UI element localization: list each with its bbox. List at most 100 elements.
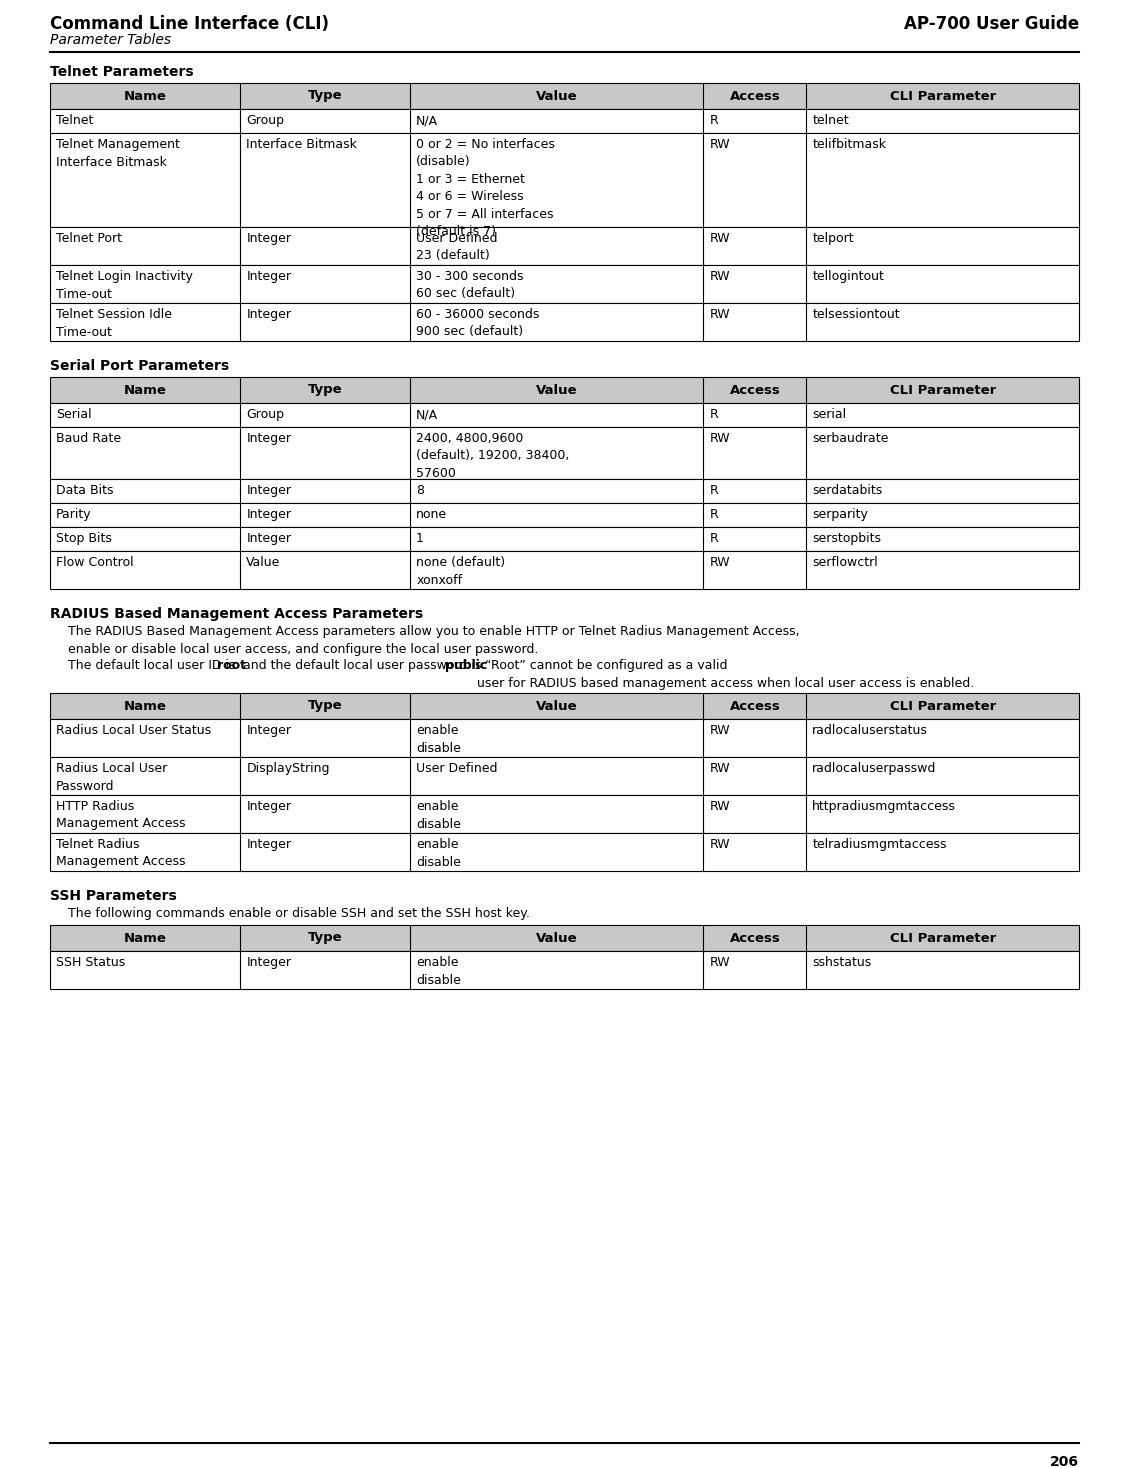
Text: Access: Access: [729, 90, 780, 103]
Text: HTTP Radius
Management Access: HTTP Radius Management Access: [56, 800, 185, 831]
Text: Access: Access: [729, 932, 780, 944]
Text: 1: 1: [417, 531, 425, 545]
Text: radlocaluserstatus: radlocaluserstatus: [812, 724, 928, 737]
Text: The default local user ID is: The default local user ID is: [68, 659, 239, 672]
Text: Integer: Integer: [246, 232, 291, 245]
Text: Telnet Session Idle
Time-out: Telnet Session Idle Time-out: [56, 308, 172, 339]
Text: Value: Value: [536, 699, 578, 712]
Text: RADIUS Based Management Access Parameters: RADIUS Based Management Access Parameter…: [50, 606, 423, 621]
Text: Name: Name: [124, 383, 167, 396]
Text: serbaudrate: serbaudrate: [812, 432, 889, 445]
Bar: [50, 302, 1079, 341]
Text: Telnet: Telnet: [56, 115, 94, 128]
Text: R: R: [709, 508, 718, 521]
Text: Type: Type: [308, 699, 342, 712]
Text: 8: 8: [417, 484, 425, 498]
Text: tellogintout: tellogintout: [812, 270, 884, 283]
Text: Value: Value: [536, 383, 578, 396]
Text: Group: Group: [246, 408, 285, 421]
Text: telsessiontout: telsessiontout: [812, 308, 900, 321]
Text: RW: RW: [709, 432, 730, 445]
Text: Serial: Serial: [56, 408, 91, 421]
Text: serstopbits: serstopbits: [812, 531, 882, 545]
Text: CLI Parameter: CLI Parameter: [890, 932, 996, 944]
Bar: [50, 84, 1079, 109]
Text: Interface Bitmask: Interface Bitmask: [246, 138, 357, 151]
Text: R: R: [709, 531, 718, 545]
Text: telport: telport: [812, 232, 854, 245]
Text: RW: RW: [709, 800, 730, 813]
Text: The RADIUS Based Management Access parameters allow you to enable HTTP or Telnet: The RADIUS Based Management Access param…: [68, 625, 799, 656]
Bar: [50, 693, 1079, 719]
Text: telradiusmgmtaccess: telradiusmgmtaccess: [812, 838, 947, 851]
Text: Integer: Integer: [246, 308, 291, 321]
Text: Integer: Integer: [246, 724, 291, 737]
Text: sshstatus: sshstatus: [812, 956, 872, 969]
Text: Integer: Integer: [246, 956, 291, 969]
Text: Telnet Parameters: Telnet Parameters: [50, 65, 194, 79]
Text: serial: serial: [812, 408, 847, 421]
Text: Integer: Integer: [246, 432, 291, 445]
Text: Type: Type: [308, 383, 342, 396]
Text: Data Bits: Data Bits: [56, 484, 114, 498]
Text: Group: Group: [246, 115, 285, 128]
Text: enable
disable: enable disable: [417, 956, 461, 986]
Bar: [50, 757, 1079, 796]
Text: 60 - 36000 seconds
900 sec (default): 60 - 36000 seconds 900 sec (default): [417, 308, 540, 339]
Text: CLI Parameter: CLI Parameter: [890, 90, 996, 103]
Text: telifbitmask: telifbitmask: [812, 138, 886, 151]
Text: 206: 206: [1050, 1455, 1079, 1468]
Text: Telnet Port: Telnet Port: [56, 232, 122, 245]
Bar: [50, 925, 1079, 951]
Text: Integer: Integer: [246, 270, 291, 283]
Text: RW: RW: [709, 724, 730, 737]
Text: none (default)
xonxoff: none (default) xonxoff: [417, 556, 506, 587]
Text: Parameter Tables: Parameter Tables: [50, 32, 172, 47]
Text: 0 or 2 = No interfaces
(disable)
1 or 3 = Ethernet
4 or 6 = Wireless
5 or 7 = Al: 0 or 2 = No interfaces (disable) 1 or 3 …: [417, 138, 555, 238]
Text: Integer: Integer: [246, 531, 291, 545]
Text: R: R: [709, 408, 718, 421]
Text: Stop Bits: Stop Bits: [56, 531, 112, 545]
Text: httpradiusmgmtaccess: httpradiusmgmtaccess: [812, 800, 956, 813]
Text: N/A: N/A: [417, 408, 438, 421]
Text: CLI Parameter: CLI Parameter: [890, 383, 996, 396]
Text: Integer: Integer: [246, 484, 291, 498]
Text: Integer: Integer: [246, 800, 291, 813]
Text: enable
disable: enable disable: [417, 838, 461, 869]
Text: Value: Value: [536, 90, 578, 103]
Bar: [50, 951, 1079, 989]
Text: RW: RW: [709, 956, 730, 969]
Text: RW: RW: [709, 138, 730, 151]
Bar: [50, 134, 1079, 228]
Bar: [50, 404, 1079, 427]
Text: Flow Control: Flow Control: [56, 556, 133, 570]
Bar: [50, 832, 1079, 871]
Bar: [50, 427, 1079, 479]
Text: Name: Name: [124, 699, 167, 712]
Text: none: none: [417, 508, 447, 521]
Text: 30 - 300 seconds
60 sec (default): 30 - 300 seconds 60 sec (default): [417, 270, 524, 301]
Text: radlocaluserpasswd: radlocaluserpasswd: [812, 762, 937, 775]
Text: Command Line Interface (CLI): Command Line Interface (CLI): [50, 15, 329, 32]
Text: AP-700 User Guide: AP-700 User Guide: [904, 15, 1079, 32]
Text: Integer: Integer: [246, 508, 291, 521]
Text: serflowctrl: serflowctrl: [812, 556, 878, 570]
Text: Integer: Integer: [246, 838, 291, 851]
Text: RW: RW: [709, 232, 730, 245]
Text: RW: RW: [709, 762, 730, 775]
Text: public: public: [445, 659, 488, 672]
Text: Type: Type: [308, 90, 342, 103]
Text: Value: Value: [246, 556, 281, 570]
Text: User Defined: User Defined: [417, 762, 498, 775]
Text: RW: RW: [709, 270, 730, 283]
Text: SSH Status: SSH Status: [56, 956, 125, 969]
Bar: [50, 550, 1079, 589]
Text: Access: Access: [729, 699, 780, 712]
Text: Radius Local User
Password: Radius Local User Password: [56, 762, 167, 793]
Text: . “Root” cannot be configured as a valid
user for RADIUS based management access: . “Root” cannot be configured as a valid…: [478, 659, 974, 690]
Bar: [50, 527, 1079, 550]
Text: Baud Rate: Baud Rate: [56, 432, 121, 445]
Text: root: root: [218, 659, 246, 672]
Text: Value: Value: [536, 932, 578, 944]
Text: Type: Type: [308, 932, 342, 944]
